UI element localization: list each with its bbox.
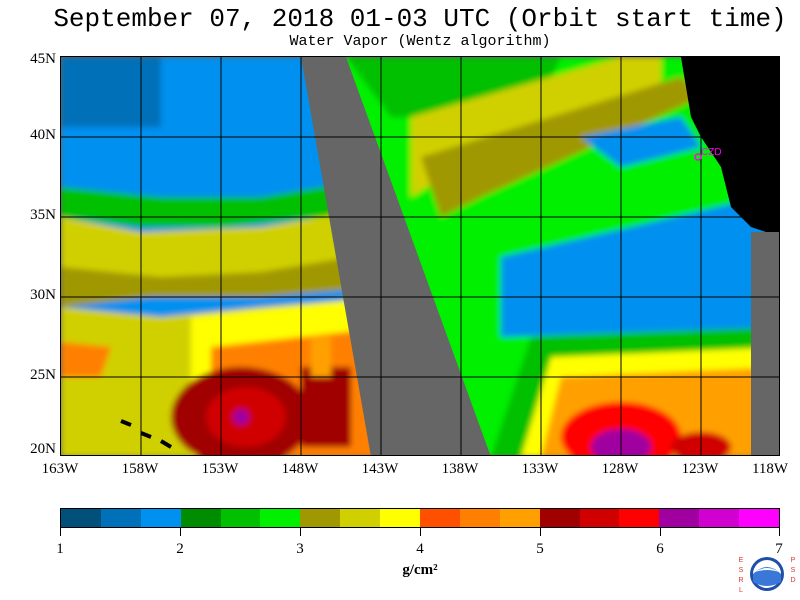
colorbar-segment — [699, 509, 740, 527]
colorbar-segment — [220, 509, 261, 527]
logo-letter: D — [790, 577, 796, 584]
lat-label-35n: 35N — [30, 207, 56, 223]
lon-label-158w: 158W — [121, 461, 159, 477]
map-subtitle: Water Vapor (Wentz algorithm) — [289, 33, 551, 50]
colorbar-label-7: 7 — [775, 541, 783, 557]
logo-letter: P — [790, 557, 796, 564]
colorbar-segment — [61, 509, 101, 527]
lat-label-30n: 30N — [30, 287, 56, 303]
right-swath — [346, 57, 779, 455]
colorbar-segment — [499, 509, 540, 527]
logo-letter: S — [738, 567, 744, 574]
station-label: CZD — [701, 147, 722, 158]
lat-label-25n: 25N — [30, 367, 56, 383]
colorbar-label-5: 5 — [536, 541, 544, 557]
lon-label-148w: 148W — [281, 461, 319, 477]
colorbar-segment — [539, 509, 580, 527]
lon-label-128w: 128W — [601, 461, 639, 477]
lon-label-143w: 143W — [361, 461, 399, 477]
logo-letter: S — [790, 567, 796, 574]
logo-letter: R — [738, 577, 744, 584]
colorbar-segment — [739, 509, 780, 527]
colorbar-label-4: 4 — [416, 541, 424, 557]
map-canvas: CZD — [61, 57, 779, 455]
colorbar-segment — [380, 509, 421, 527]
colorbar — [60, 508, 780, 528]
colorbar-segment — [579, 509, 620, 527]
coastline-land — [681, 57, 779, 237]
colorbar-label-6: 6 — [656, 541, 664, 557]
colorbar-tick — [180, 528, 181, 536]
colorbar-segment — [260, 509, 301, 527]
colorbar-label-1: 1 — [56, 541, 64, 557]
colorbar-segment — [140, 509, 181, 527]
colorbar-segment — [459, 509, 500, 527]
colorbar-segment — [619, 509, 660, 527]
colorbar-tick — [60, 528, 61, 536]
logo-letter: E — [738, 557, 744, 564]
lat-label-45n: 45N — [30, 51, 56, 67]
map-title: September 07, 2018 01-03 UTC (Orbit star… — [53, 4, 787, 34]
logo-letter: L — [739, 587, 743, 594]
colorbar-segment — [300, 509, 341, 527]
lon-label-153w: 153W — [201, 461, 239, 477]
colorbar-tick — [779, 528, 780, 536]
colorbar-label-3: 3 — [296, 541, 304, 557]
colorbar-segment — [659, 509, 700, 527]
colorbar-tick — [300, 528, 301, 536]
lon-label-163w: 163W — [41, 461, 79, 477]
colorbar-segment — [180, 509, 221, 527]
lon-label-118w: 118W — [751, 461, 789, 477]
colorbar-tick — [540, 528, 541, 536]
colorbar-unit: g/cm² — [402, 562, 438, 578]
lon-label-138w: 138W — [441, 461, 479, 477]
lon-label-133w: 133W — [521, 461, 559, 477]
colorbar-segment — [420, 509, 460, 527]
colorbar-tick — [420, 528, 421, 536]
colorbar-tick — [660, 528, 661, 536]
coastal-no-data — [751, 232, 779, 455]
noaa-emblem-icon — [750, 557, 784, 591]
lat-label-20n: 20N — [30, 441, 56, 457]
colorbar-segment — [100, 509, 141, 527]
lat-label-40n: 40N — [30, 127, 56, 143]
colorbar-segment — [340, 509, 381, 527]
graticule — [61, 57, 779, 455]
hawaii-islands — [120, 419, 173, 449]
station-marker: CZD — [694, 147, 722, 161]
colorbar-label-2: 2 — [176, 541, 184, 557]
water-vapor-map: CZD — [60, 56, 780, 456]
lon-label-123w: 123W — [681, 461, 719, 477]
